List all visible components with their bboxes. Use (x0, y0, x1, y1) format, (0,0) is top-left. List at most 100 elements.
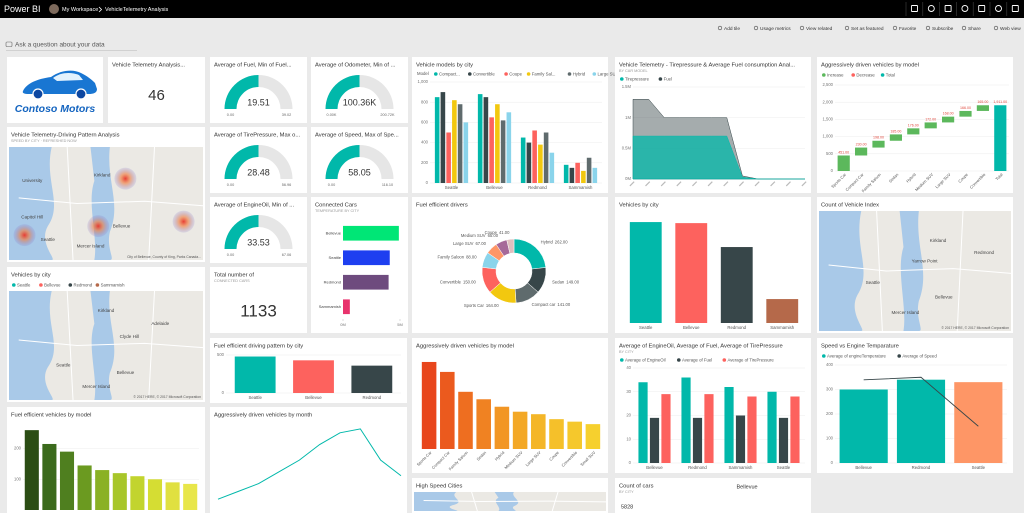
toolbar-item[interactable]: Usage metrics (760, 26, 791, 32)
header-icon[interactable] (978, 5, 986, 12)
card-value: 1133 (240, 301, 277, 320)
toolbar-item[interactable]: View related (806, 26, 833, 32)
workspace-link[interactable]: My Workspace (62, 7, 98, 13)
bar (512, 411, 528, 449)
tile[interactable] (412, 197, 608, 333)
bar (24, 430, 39, 510)
y-tick-label: 1,000 (418, 79, 429, 84)
gauge-min: 0.00 (227, 253, 234, 257)
data-label-value: 150.00 (463, 279, 476, 284)
y-tick-label: Bellevue (326, 230, 342, 235)
x-tick-label: Seattle (445, 185, 459, 190)
logo-text: Contoso Motors (15, 103, 96, 115)
header-icon[interactable] (911, 5, 918, 12)
bar (130, 476, 145, 510)
bar (483, 97, 489, 183)
x-tick-label: Seattle (639, 325, 653, 330)
tile-title: Average of TirePressure, Max o... (214, 133, 301, 139)
bar (661, 394, 671, 463)
bar (538, 144, 543, 183)
x-tick-label: Total (994, 172, 1004, 182)
tile-title: Average of EngineOil, Min of ... (214, 203, 295, 209)
bar (585, 424, 601, 449)
tile-subtitle: BY CITY (619, 490, 634, 494)
data-label: 1,911.00 (993, 100, 1007, 104)
y-tick-label: 500 (217, 352, 225, 357)
x-tick-label: Seattle (248, 395, 262, 400)
tile[interactable] (615, 478, 811, 513)
toolbar-item[interactable]: Set as featured (851, 26, 884, 32)
category-stub (645, 181, 651, 187)
x-tick-label: Sedan (475, 450, 487, 462)
y-tick-label: 30 (626, 389, 631, 394)
bar (704, 394, 714, 463)
bar (343, 274, 389, 290)
header-icon[interactable] (961, 5, 969, 12)
map-label: Clyde Hill (120, 334, 139, 339)
tile[interactable] (311, 127, 408, 193)
y-tick-label: 10 (626, 436, 631, 441)
x-tick-label: Seattle (777, 465, 791, 470)
gauge-fill (325, 75, 360, 109)
gauge-value: 19.51 (247, 97, 270, 107)
tile-title: Aggressively driven vehicles by month (214, 413, 312, 419)
y-tick-label: 2,500 (823, 82, 834, 87)
toolbar-item[interactable]: Share (968, 26, 981, 32)
y-tick-label: 200 (826, 411, 834, 416)
toolbar-item[interactable]: Web view (1000, 26, 1021, 32)
toolbar-icon (844, 25, 850, 31)
map-road (18, 290, 204, 401)
tile-title: Aggressively driven vehicles by model (416, 344, 514, 350)
data-label: 176.00 (908, 123, 919, 127)
toolbar-item[interactable]: Subscribe (932, 26, 954, 32)
x-tick-label: Bellevue (486, 185, 503, 190)
x-tick-label: Sammamish (729, 465, 753, 470)
bar (954, 382, 1003, 463)
tile[interactable] (311, 57, 408, 123)
data-label: 168.00 (943, 112, 954, 116)
map-road (423, 491, 607, 512)
tile[interactable] (108, 57, 205, 123)
bar (343, 225, 399, 241)
header-icon[interactable] (927, 5, 935, 12)
map-copyright: © 2017 HERE, © 2017 Microsoft Corporatio… (133, 395, 201, 399)
toolbar-item[interactable]: Favorite (899, 26, 917, 32)
bar (457, 104, 463, 183)
map-label: Seattle (56, 362, 71, 367)
tile-title: Vehicle models by city (416, 63, 473, 69)
legend-label: Average of TirePressure (728, 357, 775, 362)
tile-title: Fuel efficient vehicles by model (11, 413, 91, 419)
x-tick-label: 0M (340, 322, 346, 327)
x-tick-label: Sammamish (770, 325, 794, 330)
bar (837, 155, 850, 171)
data-label: Coupe 41.00 (485, 230, 510, 235)
gauge-value: 28.48 (247, 167, 270, 177)
data-label: 230.00 (856, 143, 867, 147)
legend-swatch (897, 354, 901, 358)
y-tick-label: 800 (421, 99, 429, 104)
y-tick-label: 500 (826, 151, 834, 156)
legend-swatch (12, 283, 16, 287)
tile[interactable] (210, 267, 307, 333)
data-label: Convertible 150.00 (440, 279, 477, 284)
header-icon[interactable] (1011, 5, 1019, 12)
bar (767, 391, 777, 463)
toolbar-item[interactable]: Add tile (724, 26, 740, 32)
qna-input[interactable]: Ask a question about your data (15, 42, 105, 49)
legend-label: Family Sal... (532, 71, 556, 76)
header-icon[interactable] (995, 5, 1002, 12)
tile[interactable] (210, 407, 407, 513)
legend-label: Bellevue (44, 282, 61, 287)
bar (724, 387, 734, 463)
header-icon[interactable] (944, 5, 952, 12)
data-label-value: 164.00 (486, 303, 499, 308)
bar (500, 120, 506, 183)
legend-swatch (592, 72, 597, 76)
tile[interactable] (210, 127, 307, 193)
bar (567, 421, 582, 449)
tile-title: Vehicle Telemetry Analysis... (112, 63, 185, 69)
bar (351, 365, 393, 393)
tile[interactable] (210, 197, 307, 263)
brand: Power BI (4, 4, 41, 14)
tile[interactable] (210, 57, 307, 123)
